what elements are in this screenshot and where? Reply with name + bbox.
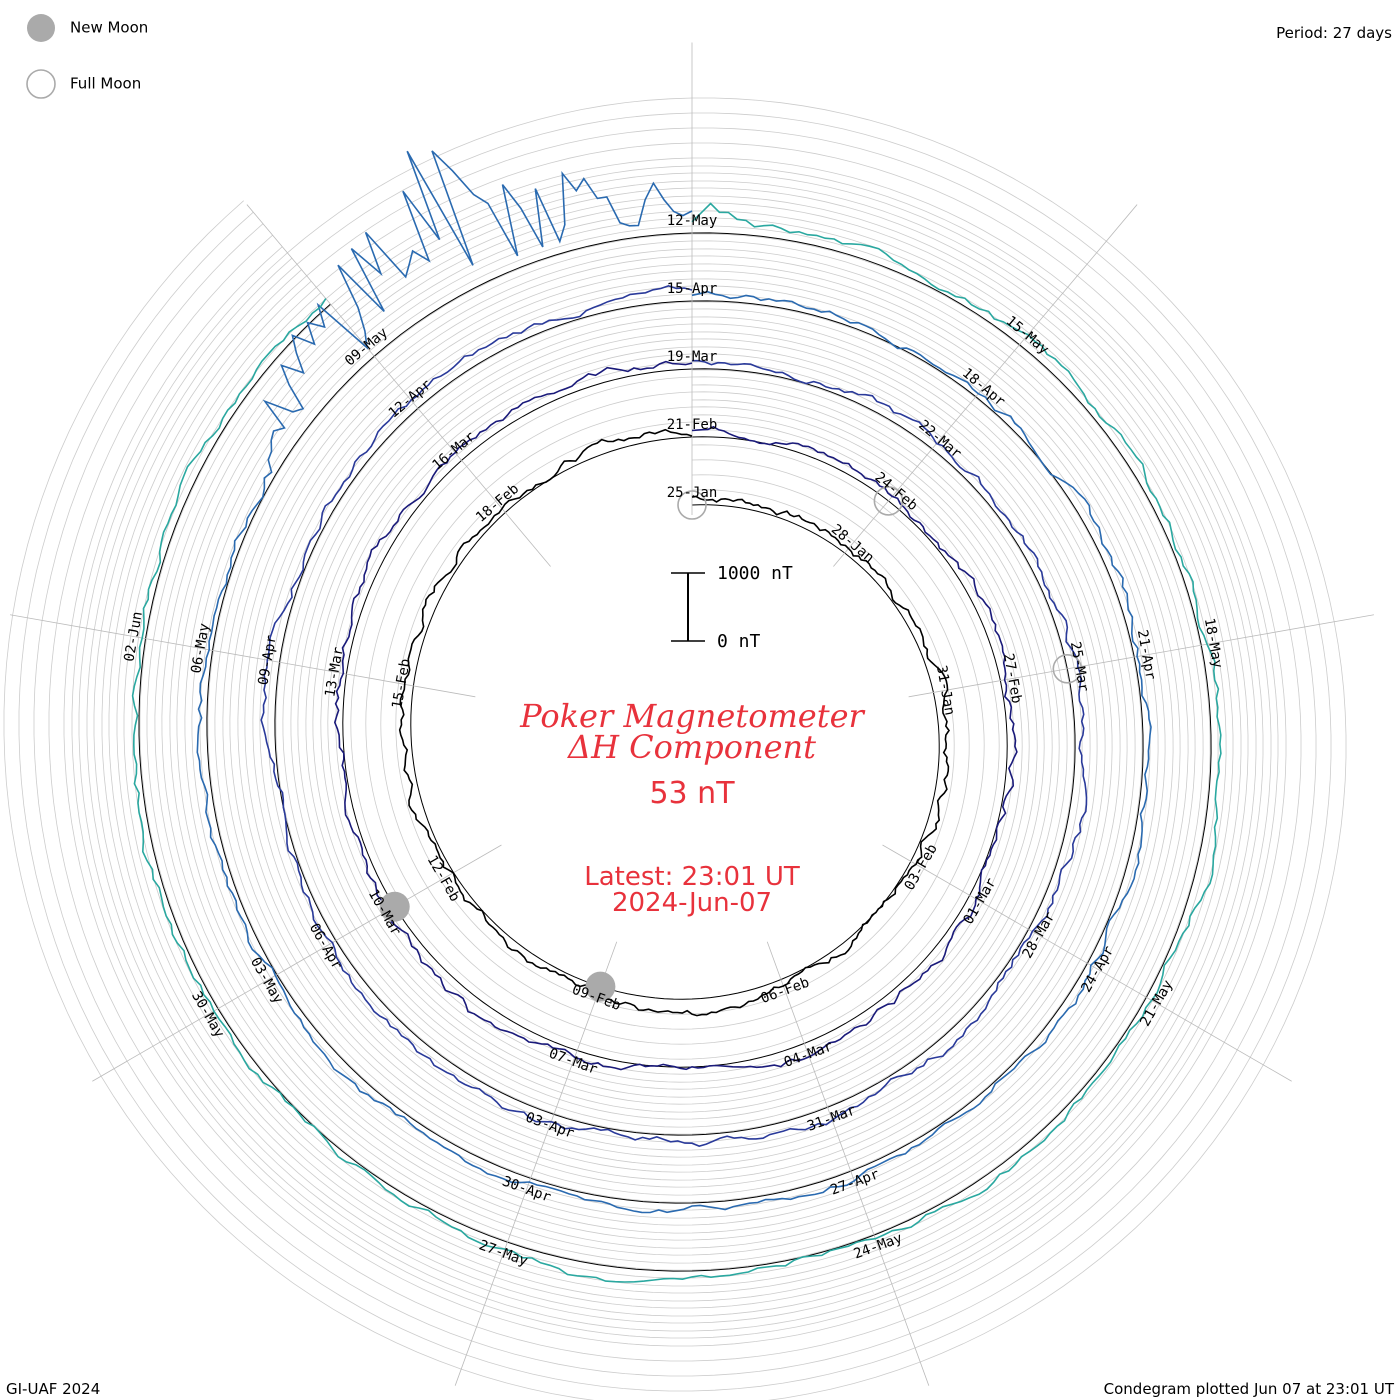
full-moon-marker <box>1052 653 1083 684</box>
latest-time: Latest: 23:01 UT <box>584 862 800 892</box>
series-trace-2 <box>260 285 1088 1147</box>
spoke <box>908 614 1374 698</box>
moon-markers <box>379 486 1083 1002</box>
series-trace-4 <box>131 202 1222 1283</box>
date-label: 07-Mar <box>547 1046 600 1078</box>
spoke <box>882 844 1292 1082</box>
scale-top-label: 1000 nT <box>717 563 793 584</box>
date-label: 09-Apr <box>255 634 280 687</box>
date-label: 12-May <box>667 213 718 229</box>
new-moon-legend-label: New Moon <box>70 19 148 37</box>
full-moon-marker <box>873 486 904 516</box>
chart-title-line2: ΔH Component <box>566 728 816 766</box>
chart-spokes <box>10 42 1374 1386</box>
series-trace-0 <box>398 428 950 1017</box>
new-moon-legend-icon <box>27 14 55 42</box>
date-label: 19-Mar <box>667 349 718 365</box>
spoke <box>454 941 618 1386</box>
footer-left: GI-UAF 2024 <box>6 1380 100 1398</box>
date-label: 21-Feb <box>667 417 718 433</box>
date-label: 03-Apr <box>523 1110 576 1142</box>
spoke <box>766 941 930 1386</box>
chart-series <box>131 150 1222 1283</box>
date-label: 31-Mar <box>805 1102 858 1134</box>
date-label: 30-Apr <box>500 1173 553 1205</box>
full-moon-legend-label: Full Moon <box>70 75 141 93</box>
date-label: 24-May <box>852 1230 905 1262</box>
date-label: 15-Feb <box>389 658 414 711</box>
date-label: 18-Feb <box>473 481 522 526</box>
series-trace-1 <box>333 360 1018 1071</box>
spoke <box>246 204 551 567</box>
full-moon-legend-icon <box>26 69 56 99</box>
footer-right: Condegram plotted Jun 07 at 23:01 UT <box>1104 1380 1395 1398</box>
date-label: 27-May <box>477 1237 530 1269</box>
latest-date: 2024-Jun-07 <box>612 888 772 918</box>
new-moon-marker <box>585 971 616 1002</box>
period-label: Period: 27 days <box>1276 24 1392 42</box>
scale-bar: 1000 nT 0 nT <box>671 563 793 652</box>
scale-bottom-label: 0 nT <box>717 631 761 652</box>
spoke <box>833 204 1138 567</box>
date-label: 15-Apr <box>667 281 718 297</box>
chart-title-line1: Poker Magnetometer <box>519 697 865 735</box>
series-trace-3 <box>196 150 1152 1214</box>
current-value: 53 nT <box>649 776 735 811</box>
new-moon-marker <box>379 891 410 922</box>
full-moon-marker <box>677 490 707 520</box>
spoke <box>10 614 476 698</box>
date-label: 27-Apr <box>828 1166 881 1198</box>
spoke <box>92 844 502 1082</box>
date-label: 25-Jan <box>667 485 718 501</box>
